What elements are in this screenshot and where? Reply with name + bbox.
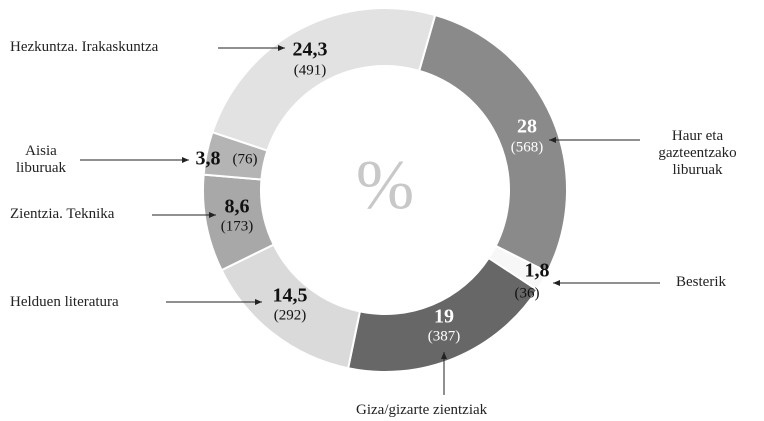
value-label: 3,8 bbox=[196, 148, 221, 170]
category-label: Giza/gizarte zientziak bbox=[356, 402, 488, 418]
count-label: (387) bbox=[428, 328, 461, 344]
value-label: 24,3 bbox=[293, 39, 328, 61]
value-label: 8,6 bbox=[225, 196, 250, 218]
count-label: (76) bbox=[233, 151, 258, 167]
value-label: 19 bbox=[434, 306, 454, 328]
value-label: 1,8 bbox=[525, 260, 550, 282]
count-label: (568) bbox=[511, 139, 544, 155]
category-label: Helduen literatura bbox=[10, 294, 119, 310]
category-label: Aisia liburuak bbox=[16, 143, 66, 176]
count-label: (292) bbox=[274, 307, 307, 323]
segment bbox=[211, 7, 437, 152]
category-label: Zientzia. Teknika bbox=[10, 206, 115, 222]
category-label: Besterik bbox=[676, 274, 726, 290]
value-label: 14,5 bbox=[273, 285, 308, 307]
value-label: 28 bbox=[517, 116, 537, 138]
category-label: Haur eta gazteentzako liburuak bbox=[658, 128, 737, 178]
count-label: (491) bbox=[294, 62, 327, 78]
center-label: % bbox=[356, 147, 414, 224]
count-label: (36) bbox=[515, 285, 540, 301]
segment bbox=[417, 13, 568, 274]
count-label: (173) bbox=[221, 218, 254, 234]
category-label: Hezkuntza. Irakaskuntza bbox=[10, 39, 159, 55]
